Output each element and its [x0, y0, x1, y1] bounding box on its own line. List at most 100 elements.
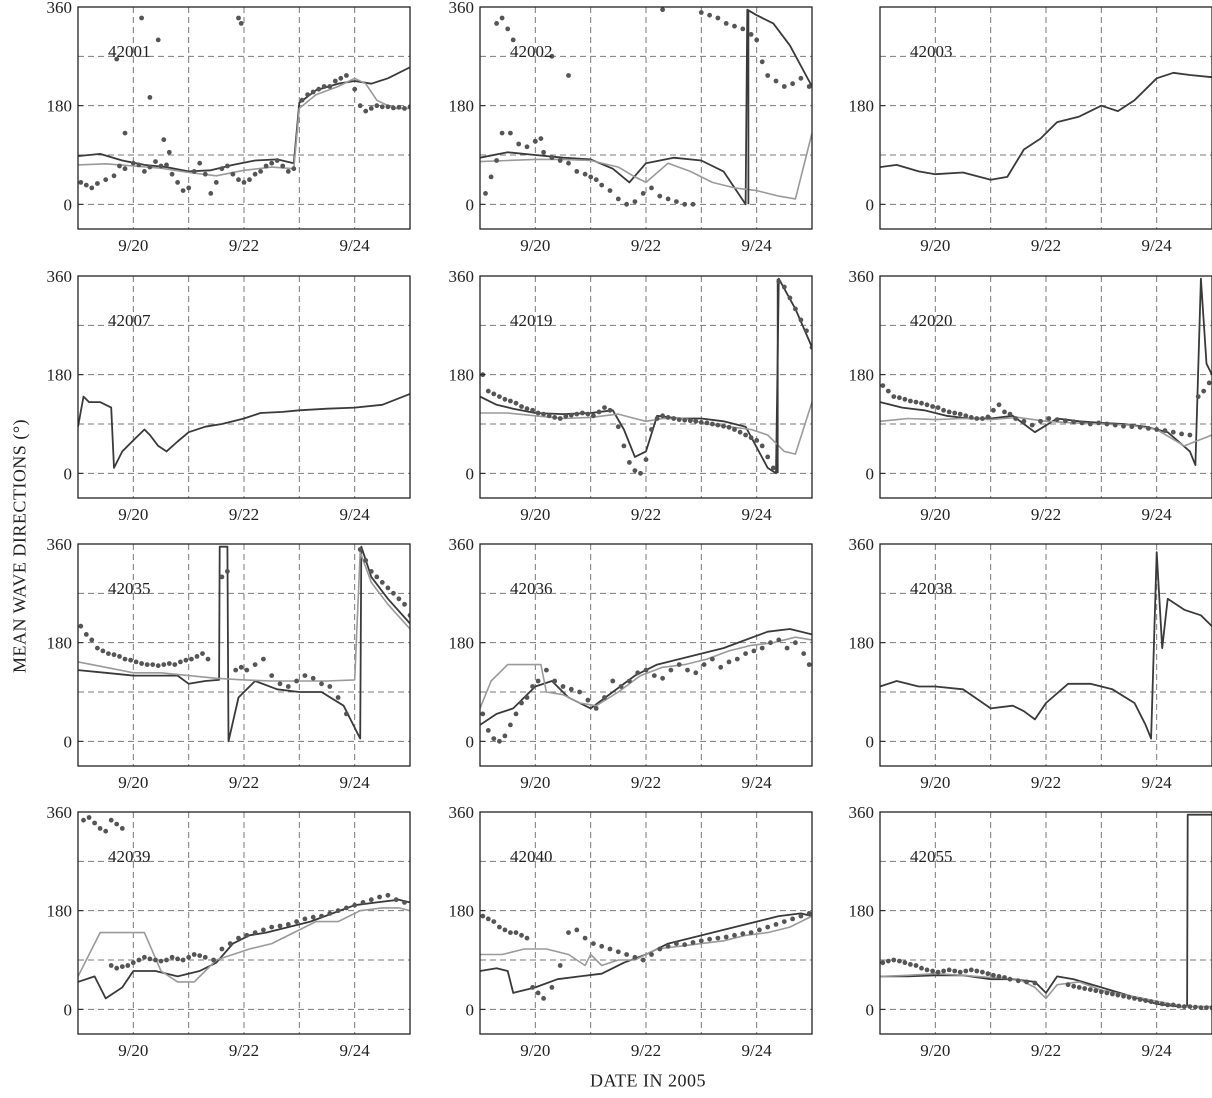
observed-point	[1116, 993, 1121, 998]
x-tick-label: 9/20	[520, 505, 550, 524]
observed-point	[358, 547, 363, 552]
observed-point	[508, 930, 513, 935]
observed-point	[280, 164, 285, 169]
observed-point	[782, 919, 787, 924]
observed-point	[486, 728, 491, 733]
observed-point	[361, 900, 366, 905]
observed-point	[1080, 421, 1085, 426]
observed-point	[1016, 978, 1021, 983]
observed-point	[120, 964, 125, 969]
observed-point	[693, 419, 698, 424]
observed-point	[1201, 389, 1206, 394]
observed-point	[1176, 1004, 1181, 1009]
station-label: 42035	[108, 579, 151, 598]
y-tick-label: 180	[849, 97, 875, 116]
station-label: 42036	[510, 579, 553, 598]
x-tick-label: 9/20	[920, 236, 950, 255]
observed-point	[150, 662, 155, 667]
observed-point	[294, 679, 299, 684]
observed-point	[657, 947, 662, 952]
observed-point	[369, 106, 374, 111]
observed-point	[311, 915, 316, 920]
observed-point	[220, 947, 225, 952]
observed-point	[765, 925, 770, 930]
observed-point	[633, 468, 638, 473]
observed-point	[552, 679, 557, 684]
observed-point	[1196, 394, 1201, 399]
observed-point	[161, 662, 166, 667]
y-tick-label: 360	[449, 267, 475, 286]
observed-point	[1138, 997, 1143, 1002]
observed-point	[214, 180, 219, 185]
observed-point	[103, 829, 108, 834]
observed-point	[181, 958, 186, 963]
observed-point	[503, 734, 508, 739]
observed-point	[380, 580, 385, 585]
y-tick-label: 180	[449, 366, 475, 385]
observed-point	[641, 191, 646, 196]
observed-point	[172, 662, 177, 667]
observed-point	[541, 150, 546, 155]
observed-point	[1143, 998, 1148, 1003]
observed-point	[134, 660, 139, 665]
observed-point	[480, 712, 485, 717]
observed-point	[319, 681, 324, 686]
observed-point	[550, 985, 555, 990]
observed-point	[716, 936, 721, 941]
observed-point	[1149, 999, 1154, 1004]
observed-point	[1188, 1004, 1193, 1009]
y-tick-label: 0	[64, 464, 73, 483]
observed-point	[666, 197, 671, 202]
observed-point	[765, 73, 770, 78]
observed-point	[208, 191, 213, 196]
y-tick-label: 180	[449, 97, 475, 116]
y-axis-title-container: MEAN WAVE DIRECTIONS (°)	[0, 0, 40, 1093]
observed-point	[261, 928, 266, 933]
observed-point	[175, 957, 180, 962]
observed-point	[997, 974, 1002, 979]
observed-point	[677, 417, 682, 422]
observed-point	[752, 649, 757, 654]
observed-point	[963, 969, 968, 974]
observed-point	[1132, 996, 1137, 1001]
plot-area	[480, 279, 814, 476]
observed-point	[264, 164, 269, 169]
observed-point	[225, 569, 230, 574]
observed-point	[78, 624, 83, 629]
observed-point	[1088, 987, 1093, 992]
observed-point	[494, 158, 499, 163]
observed-point	[566, 930, 571, 935]
observed-point	[508, 131, 513, 136]
observed-point	[897, 395, 902, 400]
observed-point	[963, 413, 968, 418]
observed-point	[952, 411, 957, 416]
observed-point	[530, 408, 535, 413]
observed-point	[530, 684, 535, 689]
observed-point	[178, 660, 183, 665]
observed-point	[707, 937, 712, 942]
observed-point	[195, 654, 200, 659]
observed-point	[660, 676, 665, 681]
observed-point	[145, 662, 150, 667]
y-axis-title: MEAN WAVE DIRECTIONS (°)	[10, 419, 31, 673]
observed-point	[644, 668, 649, 673]
observed-point	[203, 172, 208, 177]
observed-point	[303, 673, 308, 678]
observed-point	[760, 59, 765, 64]
observed-point	[682, 418, 687, 423]
observed-point	[159, 959, 164, 964]
observed-point	[1129, 424, 1134, 429]
observed-point	[494, 21, 499, 26]
observed-point	[402, 602, 407, 607]
observed-point	[327, 684, 332, 689]
observed-point	[294, 919, 299, 924]
observed-point	[558, 963, 563, 968]
observed-point	[914, 400, 919, 405]
y-tick-label: 360	[849, 803, 875, 822]
station-label: 42040	[510, 847, 553, 866]
observed-point	[1110, 992, 1115, 997]
observed-point	[286, 684, 291, 689]
